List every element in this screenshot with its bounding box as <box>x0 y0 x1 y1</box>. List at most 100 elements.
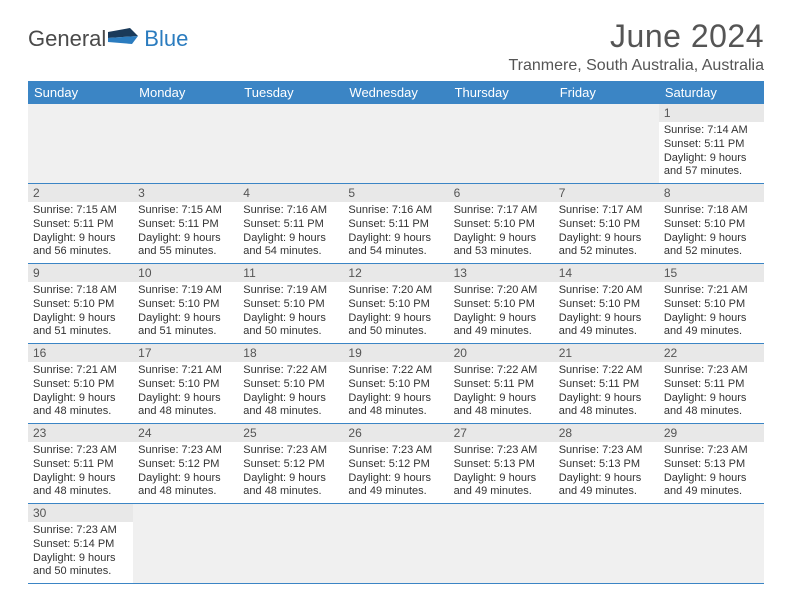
day-number: 10 <box>133 264 238 282</box>
daylight-text: Daylight: 9 hours and 49 minutes. <box>664 472 759 500</box>
title-block: June 2024 Tranmere, South Australia, Aus… <box>508 18 764 75</box>
daylight-text: Daylight: 9 hours and 55 minutes. <box>138 232 233 260</box>
sunset-text: Sunset: 5:10 PM <box>33 378 128 392</box>
empty-cell <box>28 104 133 184</box>
day-number: 29 <box>659 424 764 442</box>
daylight-text: Daylight: 9 hours and 49 minutes. <box>664 312 759 340</box>
sunrise-text: Sunrise: 7:22 AM <box>559 364 654 378</box>
day-cell: 2Sunrise: 7:15 AMSunset: 5:11 PMDaylight… <box>28 184 133 264</box>
day-cell: 14Sunrise: 7:20 AMSunset: 5:10 PMDayligh… <box>554 264 659 344</box>
day-cell: 4Sunrise: 7:16 AMSunset: 5:11 PMDaylight… <box>238 184 343 264</box>
day-data: Sunrise: 7:23 AMSunset: 5:11 PMDaylight:… <box>659 362 764 423</box>
blank <box>238 104 343 122</box>
day-number: 21 <box>554 344 659 362</box>
sunrise-text: Sunrise: 7:15 AM <box>33 204 128 218</box>
sunset-text: Sunset: 5:10 PM <box>243 378 338 392</box>
day-cell: 27Sunrise: 7:23 AMSunset: 5:13 PMDayligh… <box>449 424 554 504</box>
daylight-text: Daylight: 9 hours and 48 minutes. <box>454 392 549 420</box>
day-data: Sunrise: 7:20 AMSunset: 5:10 PMDaylight:… <box>449 282 554 343</box>
day-number: 19 <box>343 344 448 362</box>
empty-cell <box>238 104 343 184</box>
day-data: Sunrise: 7:19 AMSunset: 5:10 PMDaylight:… <box>238 282 343 343</box>
daylight-text: Daylight: 9 hours and 49 minutes. <box>559 312 654 340</box>
sunset-text: Sunset: 5:11 PM <box>138 218 233 232</box>
day-data: Sunrise: 7:23 AMSunset: 5:13 PMDaylight:… <box>449 442 554 503</box>
day-data: Sunrise: 7:18 AMSunset: 5:10 PMDaylight:… <box>659 202 764 263</box>
day-header: Saturday <box>659 81 764 104</box>
day-number: 15 <box>659 264 764 282</box>
day-number: 22 <box>659 344 764 362</box>
sunset-text: Sunset: 5:13 PM <box>559 458 654 472</box>
sunset-text: Sunset: 5:10 PM <box>559 218 654 232</box>
day-number: 1 <box>659 104 764 122</box>
daylight-text: Daylight: 9 hours and 50 minutes. <box>243 312 338 340</box>
day-number: 6 <box>449 184 554 202</box>
day-data: Sunrise: 7:14 AMSunset: 5:11 PMDaylight:… <box>659 122 764 183</box>
sunrise-text: Sunrise: 7:17 AM <box>454 204 549 218</box>
sunset-text: Sunset: 5:10 PM <box>33 298 128 312</box>
day-cell: 26Sunrise: 7:23 AMSunset: 5:12 PMDayligh… <box>343 424 448 504</box>
sunset-text: Sunset: 5:13 PM <box>454 458 549 472</box>
week-row: 1Sunrise: 7:14 AMSunset: 5:11 PMDaylight… <box>28 104 764 184</box>
day-data: Sunrise: 7:23 AMSunset: 5:12 PMDaylight:… <box>238 442 343 503</box>
sunset-text: Sunset: 5:10 PM <box>454 218 549 232</box>
day-data: Sunrise: 7:20 AMSunset: 5:10 PMDaylight:… <box>554 282 659 343</box>
day-number: 9 <box>28 264 133 282</box>
day-data: Sunrise: 7:22 AMSunset: 5:11 PMDaylight:… <box>554 362 659 423</box>
day-number: 11 <box>238 264 343 282</box>
blank <box>554 104 659 122</box>
daylight-text: Daylight: 9 hours and 57 minutes. <box>664 152 759 180</box>
day-header: Wednesday <box>343 81 448 104</box>
day-header: Friday <box>554 81 659 104</box>
day-cell: 28 Sunrise: 7:23 AMSunset: 5:13 PMDayligh… <box>554 424 659 504</box>
day-number: 3 <box>133 184 238 202</box>
sunrise-text: Sunrise: 7:16 AM <box>348 204 443 218</box>
day-number: 13 <box>449 264 554 282</box>
day-cell: 16Sunrise: 7:21 AMSunset: 5:10 PMDayligh… <box>28 344 133 424</box>
logo: General Blue <box>28 18 188 52</box>
day-cell: 11Sunrise: 7:19 AMSunset: 5:10 PMDayligh… <box>238 264 343 344</box>
day-data: Sunrise: 7:23 AMSunset: 5:13 PMDaylight:… <box>659 442 764 503</box>
day-header-row: SundayMondayTuesdayWednesdayThursdayFrid… <box>28 81 764 104</box>
sunrise-text: Sunrise: 7:18 AM <box>33 284 128 298</box>
day-cell: 8Sunrise: 7:18 AMSunset: 5:10 PMDaylight… <box>659 184 764 264</box>
sunrise-text: Sunrise: 7:23 AM <box>33 524 128 538</box>
day-data: Sunrise: 7:21 AMSunset: 5:10 PMDaylight:… <box>133 362 238 423</box>
sunset-text: Sunset: 5:11 PM <box>33 218 128 232</box>
daylight-text: Daylight: 9 hours and 49 minutes. <box>348 472 443 500</box>
day-data: Sunrise: 7:15 AMSunset: 5:11 PMDaylight:… <box>133 202 238 263</box>
day-number: 26 <box>343 424 448 442</box>
day-data: Sunrise: 7:22 AMSunset: 5:10 PMDaylight:… <box>238 362 343 423</box>
day-number: 28 <box>554 424 659 442</box>
day-data: Sunrise: 7:23 AMSunset: 5:12 PMDaylight:… <box>343 442 448 503</box>
daylight-text: Daylight: 9 hours and 48 minutes. <box>243 472 338 500</box>
day-cell: 30Sunrise: 7:23 AMSunset: 5:14 PMDayligh… <box>28 504 133 584</box>
day-data: Sunrise: 7:17 AMSunset: 5:10 PMDaylight:… <box>449 202 554 263</box>
day-number: 12 <box>343 264 448 282</box>
day-data: Sunrise: 7:22 AMSunset: 5:10 PMDaylight:… <box>343 362 448 423</box>
empty-cell <box>343 104 448 184</box>
day-data: Sunrise: 7:21 AMSunset: 5:10 PMDaylight:… <box>659 282 764 343</box>
sunrise-text: Sunrise: 7:23 AM <box>454 444 549 458</box>
day-cell: 10Sunrise: 7:19 AMSunset: 5:10 PMDayligh… <box>133 264 238 344</box>
daylight-text: Daylight: 9 hours and 48 minutes. <box>138 472 233 500</box>
daylight-text: Daylight: 9 hours and 48 minutes. <box>33 392 128 420</box>
day-number: 16 <box>28 344 133 362</box>
day-cell: 9Sunrise: 7:18 AMSunset: 5:10 PMDaylight… <box>28 264 133 344</box>
logo-text-general: General <box>28 26 106 52</box>
day-header: Tuesday <box>238 81 343 104</box>
sunset-text: Sunset: 5:11 PM <box>664 138 759 152</box>
sunset-text: Sunset: 5:10 PM <box>454 298 549 312</box>
day-data: Sunrise: 7:17 AMSunset: 5:10 PMDaylight:… <box>554 202 659 263</box>
sunrise-text: Sunrise: 7:15 AM <box>138 204 233 218</box>
day-header: Sunday <box>28 81 133 104</box>
sunrise-text: Sunrise: 7:17 AM <box>559 204 654 218</box>
day-cell: 6Sunrise: 7:17 AMSunset: 5:10 PMDaylight… <box>449 184 554 264</box>
daylight-text: Daylight: 9 hours and 49 minutes. <box>559 472 654 500</box>
day-number: 24 <box>133 424 238 442</box>
day-cell: 1Sunrise: 7:14 AMSunset: 5:11 PMDaylight… <box>659 104 764 184</box>
day-data: Sunrise: 7:22 AMSunset: 5:11 PMDaylight:… <box>449 362 554 423</box>
sunrise-text: Sunrise: 7:23 AM <box>559 444 654 458</box>
blank <box>343 104 448 122</box>
day-number: 14 <box>554 264 659 282</box>
